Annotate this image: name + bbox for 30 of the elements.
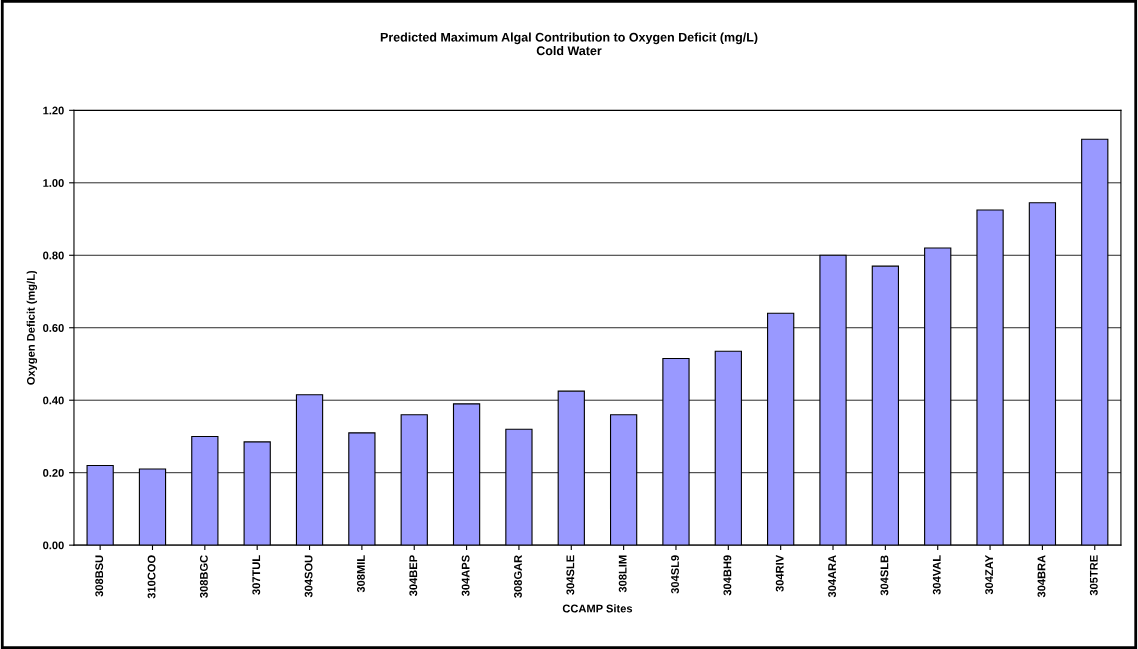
x-tick-label: 304BH9 xyxy=(723,555,732,596)
y-tick-label: 0.00 xyxy=(43,541,64,550)
x-tick-label: 304SLB xyxy=(880,555,889,596)
y-axis-title: Oxygen Deficit (mg/L) xyxy=(26,270,38,385)
x-tick-label: 308GAR xyxy=(514,555,522,598)
x-tick-label: 304SLE xyxy=(566,555,575,595)
x-tick-label: 304SOU xyxy=(304,555,313,598)
y-tick-label: 0.60 xyxy=(43,324,64,332)
x-tick-label: 304ARA xyxy=(828,555,837,598)
x-tick-label: 304APS xyxy=(461,555,470,597)
chart-title: Predicted Maximum Algal Contribution to Oxygen Deficit (mg/L) Cold Water xyxy=(380,32,758,56)
y-tick-label: 0.80 xyxy=(43,251,64,260)
x-tick-label: 308MIL xyxy=(357,555,365,593)
y-tick-label: 1.20 xyxy=(43,106,64,115)
y-tick-label: 1.00 xyxy=(43,179,64,187)
y-tick-label: 0.40 xyxy=(43,396,64,405)
x-tick-label: 304BRA xyxy=(1037,555,1046,598)
y-tick-label: 0.20 xyxy=(43,468,64,477)
x-tick-label: 307TUL xyxy=(252,555,261,595)
x-tick-label: 308BGC xyxy=(199,555,208,598)
x-tick-label: 308LIM xyxy=(618,555,627,593)
x-tick-label: 305TRE xyxy=(1089,555,1098,596)
x-tick-label: 304ZAY xyxy=(985,555,994,595)
x-tick-label: 304VAL xyxy=(932,555,941,595)
x-tick-label: 304RIV xyxy=(775,554,784,592)
x-tick-label: 304SL9 xyxy=(671,555,679,594)
x-tick-label: 310COO xyxy=(147,555,156,599)
x-tick-label: 308BSU xyxy=(95,555,104,597)
x-axis-title: CCAMP Sites xyxy=(562,604,633,613)
x-tick-label: 304BEP xyxy=(409,555,418,597)
